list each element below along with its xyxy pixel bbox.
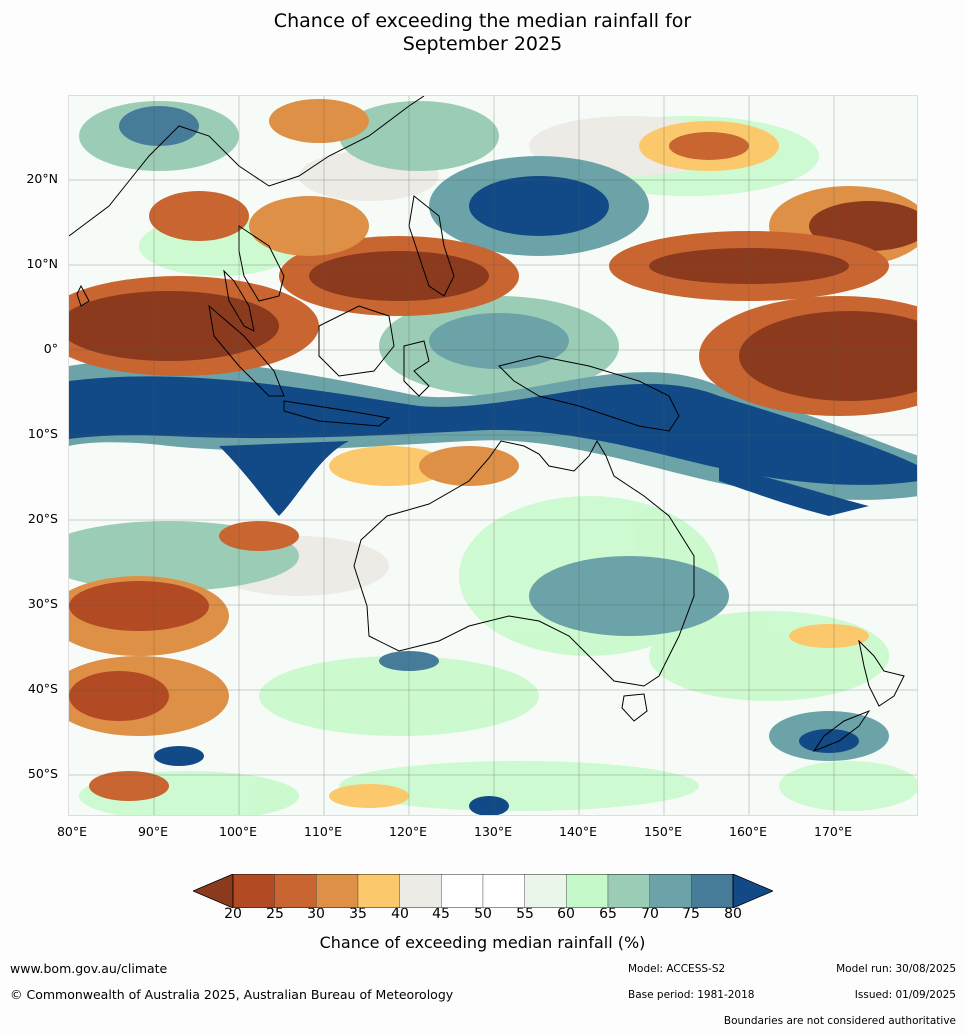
colorbar-segment xyxy=(482,874,525,908)
lat-label-0: 0° xyxy=(43,341,58,356)
lon-label-150e: 150°E xyxy=(643,824,683,839)
cb-tick-75: 75 xyxy=(682,906,700,922)
colorbar-title: Chance of exceeding median rainfall (%) xyxy=(319,933,646,952)
colorbar-frame xyxy=(232,874,734,908)
malay-peninsula-outline xyxy=(223,269,255,332)
lat-label-20s: 20°S xyxy=(27,511,58,526)
footer-issued: Issued: 01/09/2025 xyxy=(854,989,956,1001)
footer-base-period: Base period: 1981-2018 xyxy=(628,989,755,1001)
cb-tick-65: 65 xyxy=(599,906,617,922)
new-zealand-south xyxy=(812,709,871,753)
sulawesi-outline xyxy=(403,340,430,397)
colorbar-segment xyxy=(524,874,567,908)
australia-outline xyxy=(353,439,695,687)
lat-label-50s: 50°S xyxy=(27,766,58,781)
cb-tick-20: 20 xyxy=(224,906,242,922)
cb-tick-30: 30 xyxy=(307,906,325,922)
lon-label-80e: 80°E xyxy=(56,824,88,839)
cb-tick-55: 55 xyxy=(516,906,534,922)
sumatra-outline xyxy=(208,304,285,397)
lon-label-140e: 140°E xyxy=(558,824,598,839)
lat-label-30s: 30°S xyxy=(27,596,58,611)
colorbar-segment xyxy=(441,874,484,908)
philippines-outline xyxy=(408,195,455,297)
dry-zones xyxy=(69,99,917,808)
lon-label-170e: 170°E xyxy=(813,824,853,839)
gridlines xyxy=(69,96,917,815)
footer-copyright: © Commonwealth of Australia 2025, Austra… xyxy=(10,987,454,1002)
colorbar-segment xyxy=(274,874,317,908)
colorbar-segment xyxy=(566,874,609,908)
cb-tick-35: 35 xyxy=(349,906,367,922)
colorbar-high-arrow xyxy=(732,874,773,908)
lat-label-10n: 10°N xyxy=(26,256,58,271)
lon-label-120e: 120°E xyxy=(388,824,428,839)
cb-tick-25: 25 xyxy=(266,906,284,922)
chart-title: Chance of exceeding the median rainfall … xyxy=(0,10,965,56)
mainland-asia-outline xyxy=(69,96,425,302)
tasmania-outline xyxy=(621,693,648,722)
lon-label-160e: 160°E xyxy=(728,824,768,839)
lon-label-130e: 130°E xyxy=(473,824,513,839)
coastlines xyxy=(69,96,905,753)
footer-model: Model: ACCESS-S2 xyxy=(628,963,726,975)
cb-tick-45: 45 xyxy=(432,906,450,922)
colorbar xyxy=(193,874,773,908)
colorbar-segments xyxy=(232,874,734,908)
lat-label-20n: 20°N xyxy=(26,171,58,186)
lon-label-110e: 110°E xyxy=(303,824,343,839)
wet-zones xyxy=(69,101,917,815)
lon-label-100e: 100°E xyxy=(218,824,258,839)
java-outline xyxy=(283,400,391,427)
lat-label-40s: 40°S xyxy=(27,681,58,696)
cb-tick-50: 50 xyxy=(474,906,492,922)
colorbar-segment xyxy=(357,874,400,908)
colorbar-segment xyxy=(649,874,692,908)
cb-tick-40: 40 xyxy=(391,906,409,922)
colorbar-segment xyxy=(607,874,650,908)
title-line-2: September 2025 xyxy=(402,33,563,55)
lat-label-10s: 10°S xyxy=(27,426,58,441)
new-zealand-north xyxy=(858,639,905,707)
colorbar-segment xyxy=(691,874,734,908)
footer-model-run: Model run: 30/08/2025 xyxy=(836,963,956,975)
borneo-outline xyxy=(318,305,395,377)
colorbar-segment xyxy=(232,874,275,908)
sri-lanka-outline xyxy=(76,284,90,307)
rainfall-map xyxy=(68,95,918,816)
colorbar-segment xyxy=(316,874,359,908)
new-guinea-outline xyxy=(498,355,680,432)
footer-url[interactable]: www.bom.gov.au/climate xyxy=(10,961,168,976)
colorbar-segment xyxy=(399,874,442,908)
footer-disclaimer: Boundaries are not considered authoritat… xyxy=(723,1015,956,1027)
cb-tick-80: 80 xyxy=(724,906,742,922)
map-canvas xyxy=(69,96,917,815)
lon-label-90e: 90°E xyxy=(137,824,169,839)
colorbar-low-arrow xyxy=(193,874,234,908)
cb-tick-70: 70 xyxy=(641,906,659,922)
title-line-1: Chance of exceeding the median rainfall … xyxy=(273,10,692,32)
cb-tick-60: 60 xyxy=(557,906,575,922)
